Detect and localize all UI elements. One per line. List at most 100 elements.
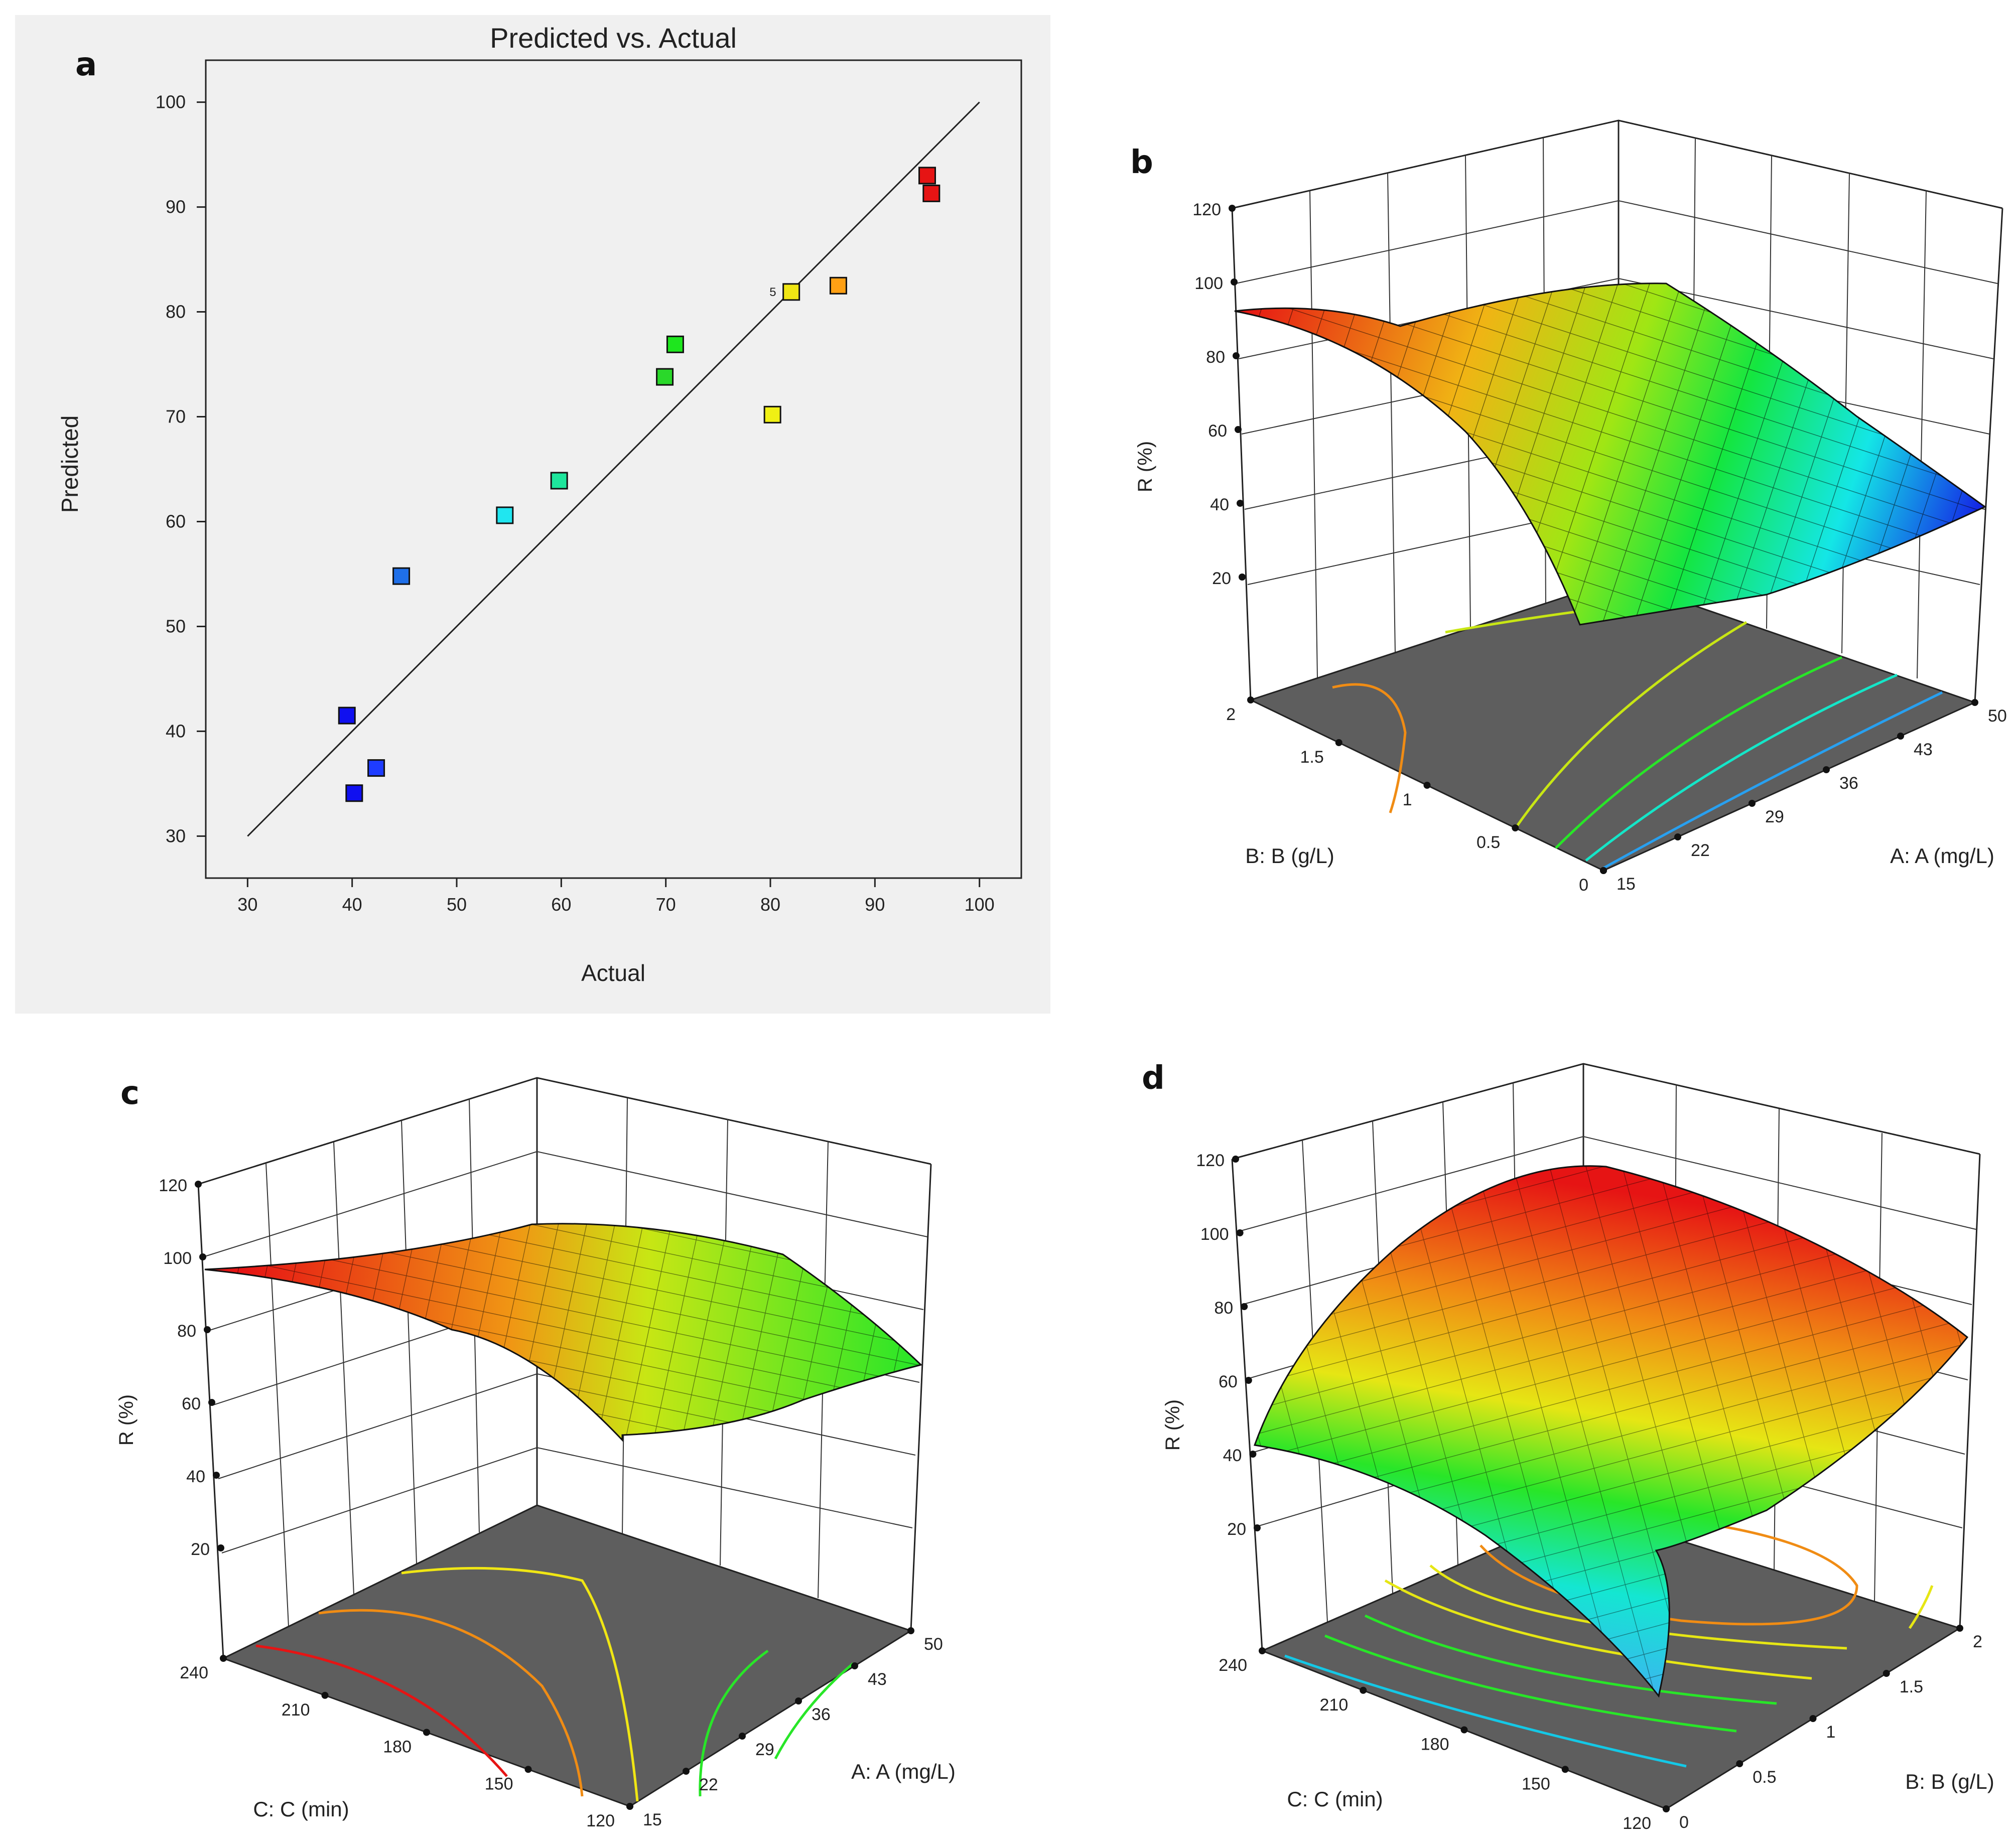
tick-label: 15: [1617, 875, 1636, 894]
data-point: [829, 276, 847, 295]
tick-label: 1: [1826, 1723, 1836, 1742]
y-axis: 0 0.5 1 1.5 2: [1226, 696, 1607, 895]
x-axis-label: Actual: [581, 960, 645, 986]
tick-label: 22: [699, 1775, 718, 1794]
tick-label: 29: [1765, 807, 1784, 826]
tick-label: 0.5: [1753, 1768, 1776, 1787]
tick-label: 2: [1973, 1632, 1982, 1651]
data-point: [550, 472, 568, 490]
tick-label: 40: [186, 1467, 205, 1486]
tick-label: 0: [1579, 876, 1588, 895]
tick-label: 210: [282, 1700, 310, 1720]
data-point: [496, 506, 514, 524]
data-point: [345, 784, 363, 802]
z-axis-label: R (%): [1162, 1399, 1184, 1451]
panel-a-letter: a: [75, 46, 97, 83]
tick-dot: [1423, 782, 1431, 789]
tick-label: 210: [1320, 1695, 1349, 1715]
x-tick-label: 90: [865, 894, 885, 915]
tick-label: 22: [1691, 841, 1710, 860]
y-axis-label: B: B (g/L): [1245, 844, 1334, 868]
tick-label: 20: [191, 1540, 210, 1559]
tick-dot: [1897, 733, 1904, 740]
tick-dot: [1245, 1377, 1252, 1384]
tick-dot: [739, 1733, 746, 1740]
panel-b: b: [1130, 119, 2007, 895]
tick-label: 240: [180, 1663, 208, 1682]
tick-dot: [199, 1253, 206, 1260]
tick-label: 120: [586, 1811, 615, 1830]
y-axis-label: C: C (min): [253, 1797, 349, 1821]
tick-label: 60: [1219, 1372, 1238, 1391]
y-tick-label: 40: [166, 721, 186, 741]
tick-label: 60: [182, 1394, 201, 1413]
tick-dot: [1247, 696, 1254, 703]
z-axis: 20 40 60 80 100 120: [1196, 1151, 1261, 1539]
x-axis: 15 22 29 36 43 50: [1600, 699, 2007, 894]
surface-mesh: [205, 1223, 921, 1440]
panel-d: d: [1142, 1060, 1994, 1833]
tick-dot: [1749, 800, 1756, 807]
tick-label: 50: [1988, 706, 2007, 726]
chart-a-title: Predicted vs. Actual: [490, 22, 737, 54]
tick-label: 180: [383, 1738, 412, 1757]
panel-a-background: [15, 15, 1050, 1014]
tick-label: 60: [1208, 421, 1227, 441]
tick-dot: [1809, 1715, 1817, 1722]
y-axis-label: C: C (min): [1287, 1787, 1383, 1811]
tick-label: 20: [1212, 569, 1231, 588]
tick-dot: [1663, 1805, 1670, 1812]
data-point: [656, 368, 674, 386]
x-tick-label: 60: [551, 894, 571, 915]
contour-lines: [1284, 1524, 1934, 1768]
tick-dot: [1254, 1524, 1261, 1531]
tick-dot: [1883, 1670, 1890, 1677]
tick-dot: [1600, 867, 1607, 874]
tick-label: 1.5: [1300, 748, 1323, 767]
tick-dot: [220, 1655, 227, 1662]
tick-label: 240: [1219, 1656, 1247, 1675]
tick-dot: [1241, 1303, 1248, 1310]
panel-d-letter: d: [1142, 1060, 1165, 1097]
plot-frame: [205, 59, 1022, 879]
tick-label: 120: [1192, 200, 1221, 219]
data-point: [922, 184, 941, 202]
tick-label: 100: [1200, 1225, 1229, 1244]
tick-dot: [217, 1544, 224, 1551]
tick-label: 80: [1206, 348, 1225, 367]
tick-label: 40: [1223, 1446, 1242, 1465]
reference-line: [247, 101, 980, 837]
tick-dot: [213, 1472, 220, 1479]
x-axis: 30 40 50 60 70 80 90 100: [237, 878, 995, 915]
tick-dot: [423, 1729, 430, 1736]
y-tick-label: 90: [166, 197, 186, 217]
point-label: 5: [769, 286, 776, 299]
y-axis-label: Predicted: [57, 415, 83, 513]
tick-dot: [195, 1181, 202, 1188]
tick-dot: [851, 1662, 858, 1669]
z-axis: 20 40 60 80 100 120: [1192, 200, 1246, 588]
data-point: [918, 167, 936, 185]
tick-dot: [1229, 205, 1236, 212]
tick-dot: [524, 1766, 532, 1773]
z-axis-label: R (%): [1134, 441, 1156, 492]
tick-dot: [208, 1399, 215, 1406]
surface-mesh: [1235, 283, 1985, 625]
tick-label: 43: [1914, 740, 1933, 759]
y-axis: 120 150 180 210 240: [1219, 1647, 1670, 1833]
data-point: [782, 283, 800, 301]
tick-dot: [1235, 426, 1242, 433]
tick-label: 2: [1226, 705, 1236, 724]
x-tick-label: 30: [237, 894, 257, 915]
tick-label: 36: [1839, 774, 1858, 793]
tick-dot: [1561, 1766, 1569, 1773]
tick-label: 120: [159, 1176, 187, 1195]
tick-label: 0.5: [1476, 833, 1500, 852]
tick-dot: [321, 1691, 329, 1699]
x-axis-label: B: B (g/L): [1905, 1770, 1994, 1793]
tick-dot: [1460, 1726, 1468, 1734]
tick-dot: [907, 1627, 914, 1634]
tick-label: 80: [177, 1322, 196, 1341]
tick-dot: [1231, 278, 1238, 286]
